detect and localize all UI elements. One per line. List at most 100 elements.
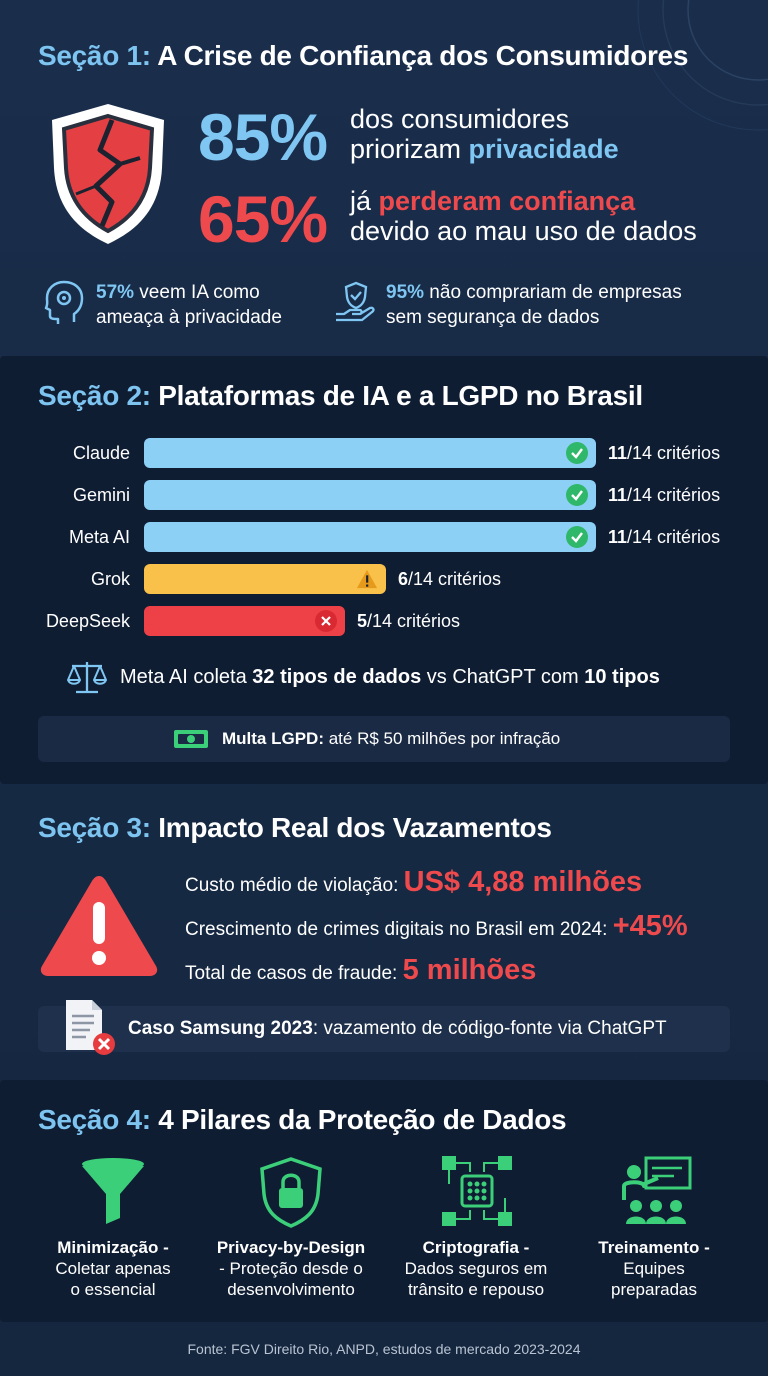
warning-icon: [356, 568, 378, 590]
section3-number: Seção 3:: [38, 812, 151, 843]
mini-stat-95: 95% não comprariam de empresas sem segur…: [386, 280, 682, 330]
bar-value-suffix: /14 critérios: [408, 569, 502, 589]
section4-panel: [0, 1080, 768, 1322]
lgpd-fine-text: Multa LGPD: até R$ 50 milhões por infraç…: [222, 729, 560, 749]
funnel-icon: [82, 1158, 144, 1224]
pillar-treinamento: Treinamento - Equipes preparadas: [564, 1238, 744, 1300]
pillar-desc-line2: trânsito e repouso: [407, 1280, 545, 1299]
pillar-title: Privacy-by-Design: [216, 1238, 366, 1257]
pillar-desc-line2: preparadas: [610, 1280, 697, 1299]
stat-85-line1: dos consumidores: [350, 104, 570, 134]
section3-heading: Impacto Real dos Vazamentos: [158, 812, 552, 843]
mini-stat-95-line1: 95% não comprariam de empresas: [386, 280, 682, 305]
stat-65-line1-pre: já: [350, 186, 379, 216]
bar-value-suffix: /14 critérios: [627, 443, 721, 463]
stat-85-text: dos consumidores priorizam privacidade: [350, 104, 619, 164]
training-icon: [622, 1156, 692, 1224]
check-icon: [566, 442, 588, 464]
bar-gemini: [144, 480, 596, 510]
section4-heading: 4 Pilares da Proteção de Dados: [158, 1104, 567, 1135]
section2-title: Seção 2: Plataformas de IA e a LGPD no B…: [38, 380, 643, 412]
breach-cost-value: US$ 4,88 milhões: [403, 866, 643, 898]
encryption-chip-icon: [442, 1156, 512, 1226]
bar-value-number: 11: [608, 443, 628, 463]
broken-shield-icon: [52, 104, 164, 244]
pillar-title: Treinamento -: [598, 1238, 710, 1257]
hand-shield-icon: [336, 281, 375, 322]
pillar-desc-line2: desenvolvimento: [227, 1280, 355, 1299]
section4-number: Seção 4:: [38, 1104, 151, 1135]
stat-85-line2-pre: priorizam: [350, 134, 469, 164]
pillar-privacy-by-design: Privacy-by-Design - Proteção desde o des…: [201, 1238, 381, 1300]
bar-value-gemini: 11/14 critérios: [608, 485, 720, 506]
lock-shield-icon: [260, 1157, 322, 1228]
bar-label-meta-ai: Meta AI: [68, 527, 130, 547]
bar-value-suffix: /14 critérios: [627, 485, 721, 505]
breach-cost-line: Custo médio de violação: US$ 4,88 milhõe…: [185, 866, 642, 899]
pillar-desc-line2: o essencial: [70, 1280, 156, 1299]
document-error-icon: [66, 1000, 115, 1055]
check-icon: [566, 526, 588, 548]
mini-stat-95-text1: não comprariam de empresas: [424, 282, 682, 303]
section4-title: Seção 4: 4 Pilares da Proteção de Dados: [38, 1104, 567, 1136]
warning-triangle-icon: [40, 876, 158, 976]
bar-value-number: 11: [608, 527, 628, 547]
pillar-title: Criptografia -: [422, 1238, 530, 1257]
bar-value-suffix: /14 critérios: [627, 527, 721, 547]
case-rest: : vazamento de código-fonte via ChatGPT: [312, 1018, 667, 1039]
pillar-criptografia: Criptografia - Dados seguros em trânsito…: [386, 1238, 566, 1300]
bar-value-meta-ai: 11/14 critérios: [608, 527, 720, 548]
fraud-cases-label: Total de casos de fraude:: [185, 963, 403, 984]
pillar-desc-line1: Equipes: [623, 1259, 685, 1278]
mini-stat-57-text1: veem IA como: [134, 282, 260, 303]
stat-65-value: 65%: [198, 182, 328, 256]
mini-stat-57: 57% veem IA como ameaça à privacidade: [96, 280, 282, 330]
stat-85-value: 85%: [198, 100, 328, 174]
bar-label-deepseek: DeepSeek: [45, 611, 130, 631]
stat-65-highlight: perderam confiança: [378, 186, 636, 216]
section1-heading: A Crise de Confiança dos Consumidores: [157, 40, 689, 71]
head-gear-icon: [44, 280, 84, 324]
mini-stat-95-value: 95%: [386, 282, 425, 303]
crime-growth-label: Crescimento de crimes digitais no Brasil…: [185, 919, 613, 940]
fraud-cases-line: Total de casos de fraude: 5 milhões: [185, 954, 536, 987]
stat-65-text: já perderam confiança devido ao mau uso …: [350, 186, 697, 246]
section3-title: Seção 3: Impacto Real dos Vazamentos: [38, 812, 552, 844]
section1-title: Seção 1: A Crise de Confiança dos Consum…: [38, 40, 688, 72]
stat-65-line2: devido ao mau uso de dados: [350, 216, 697, 246]
compare-a: Meta AI coleta: [120, 666, 253, 688]
section2-heading: Plataformas de IA e a LGPD no Brasil: [158, 380, 643, 411]
fine-bold: Multa LGPD:: [222, 729, 324, 748]
case-bold: Caso Samsung 2023: [128, 1018, 313, 1039]
stat-65-line1: já perderam confiança: [350, 186, 697, 216]
bar-label-gemini: Gemini: [72, 485, 130, 505]
fraud-cases-value: 5 milhões: [402, 954, 537, 986]
bar-value-number: 11: [608, 485, 628, 505]
pillar-desc-line1: - Proteção desde o: [219, 1259, 363, 1278]
source-footnote: Fonte: FGV Direito Rio, ANPD, estudos de…: [187, 1341, 581, 1357]
bar-value-grok: 6/14 critérios: [398, 569, 501, 590]
compare-d: 10 tipos: [584, 666, 660, 688]
bar-deepseek: [144, 606, 345, 636]
mini-stat-57-value: 57%: [96, 282, 135, 303]
mini-stat-57-line1: 57% veem IA como: [96, 280, 282, 305]
section1-number: Seção 1:: [38, 40, 151, 71]
lgpd-fine-box: [38, 716, 730, 762]
stat-85-highlight: privacidade: [468, 134, 619, 164]
crime-growth-value: +45%: [612, 910, 688, 942]
bar-claude: [144, 438, 596, 468]
crime-growth-line: Crescimento de crimes digitais no Brasil…: [185, 910, 688, 943]
samsung-case-text: Caso Samsung 2023: vazamento de código-f…: [128, 1018, 667, 1040]
bar-label-grok: Grok: [90, 569, 130, 589]
pillar-minimizacao: Minimização - Coletar apenas o essencial: [23, 1238, 203, 1300]
x-icon: [315, 610, 337, 632]
bar-value-deepseek: 5/14 critérios: [357, 611, 460, 632]
breach-cost-label: Custo médio de violação:: [185, 875, 404, 896]
bar-value-claude: 11/14 critérios: [608, 443, 720, 464]
pillar-desc-line1: Dados seguros em: [404, 1259, 548, 1278]
samsung-case-box: [38, 1006, 730, 1052]
bar-value-number: 6: [398, 569, 409, 589]
decorative-circles: [637, 0, 768, 131]
mini-stat-57-line2: ameaça à privacidade: [96, 307, 282, 328]
